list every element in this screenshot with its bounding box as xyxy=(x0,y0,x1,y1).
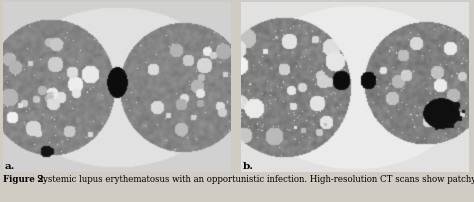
Text: b.: b. xyxy=(243,161,254,170)
Text: a.: a. xyxy=(5,161,15,170)
Text: Figure 2.: Figure 2. xyxy=(3,174,47,183)
Text: Systemic lupus erythematosus with an opportunistic infection. High-resolution CT: Systemic lupus erythematosus with an opp… xyxy=(37,174,474,183)
